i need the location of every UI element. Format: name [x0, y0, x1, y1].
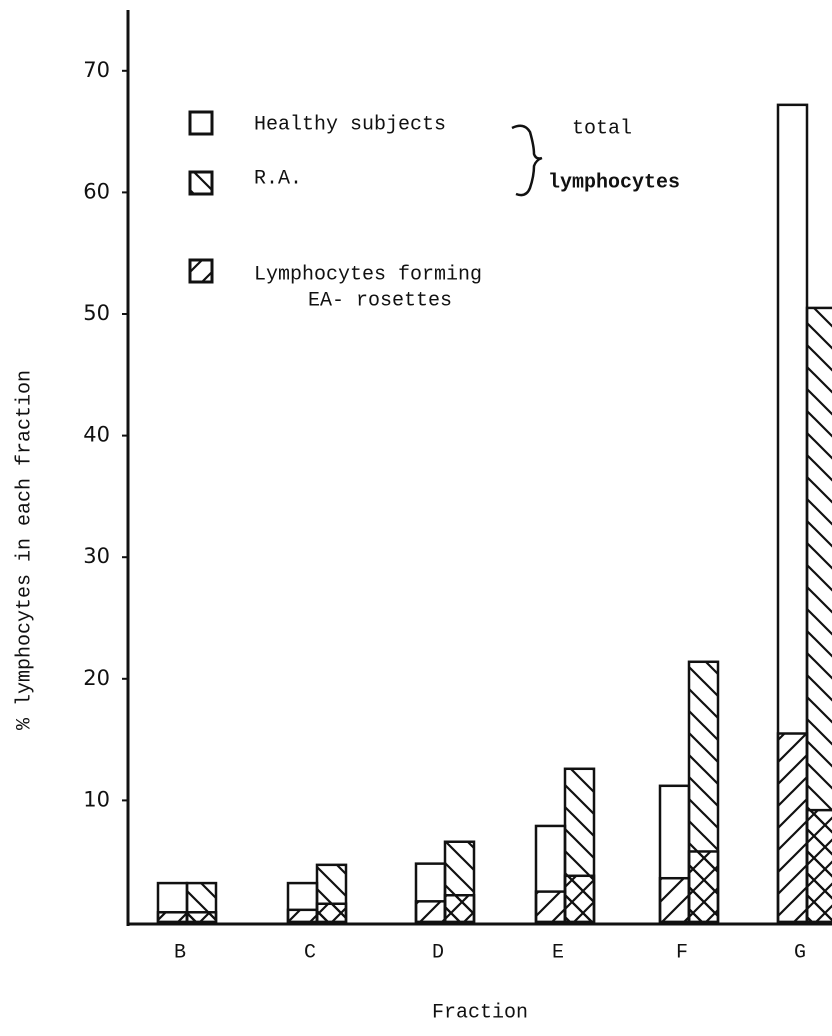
ea-bar — [443, 893, 476, 924]
brace-label: lymphocytes — [548, 171, 680, 194]
legend-swatch — [188, 170, 214, 196]
legend-label: Lymphocytes forming — [254, 263, 482, 286]
y-tick-label: 30 — [83, 544, 110, 568]
ea-bar — [315, 902, 348, 924]
legend-label: EA- rosettes — [308, 289, 452, 312]
y-tick-label: 70 — [83, 58, 110, 82]
ea-bar — [805, 808, 832, 924]
ea-bar — [286, 908, 319, 924]
ea-bar — [563, 874, 596, 924]
brace-label: total — [572, 117, 632, 140]
ea-bar — [658, 876, 691, 924]
ea-bar — [414, 900, 447, 924]
x-axis-label: Fraction — [432, 1001, 528, 1024]
ea-bar — [185, 911, 218, 924]
legend-label: Healthy subjects — [254, 113, 446, 136]
ea-bar — [776, 732, 809, 924]
x-tick-label: F — [676, 941, 688, 964]
x-tick-label: B — [174, 941, 186, 964]
ea-bar — [534, 890, 567, 924]
ea-bar — [156, 911, 189, 924]
legend-label: R.A. — [254, 167, 302, 190]
y-tick-label: 10 — [83, 787, 110, 811]
legend-swatch — [188, 258, 214, 284]
x-tick-label: D — [432, 941, 444, 964]
y-tick-label: 40 — [83, 423, 110, 447]
y-tick-label: 20 — [83, 666, 110, 690]
y-axis-label: % lymphocytes in each fraction — [13, 370, 36, 730]
x-tick-label: E — [552, 941, 564, 964]
x-tick-label: G — [794, 941, 806, 964]
legend-swatch — [188, 110, 214, 136]
ea-bar — [687, 850, 720, 924]
x-tick-label: C — [304, 941, 316, 964]
y-tick-label: 50 — [83, 301, 110, 325]
y-tick-label: 60 — [83, 179, 110, 203]
brace — [511, 124, 543, 197]
